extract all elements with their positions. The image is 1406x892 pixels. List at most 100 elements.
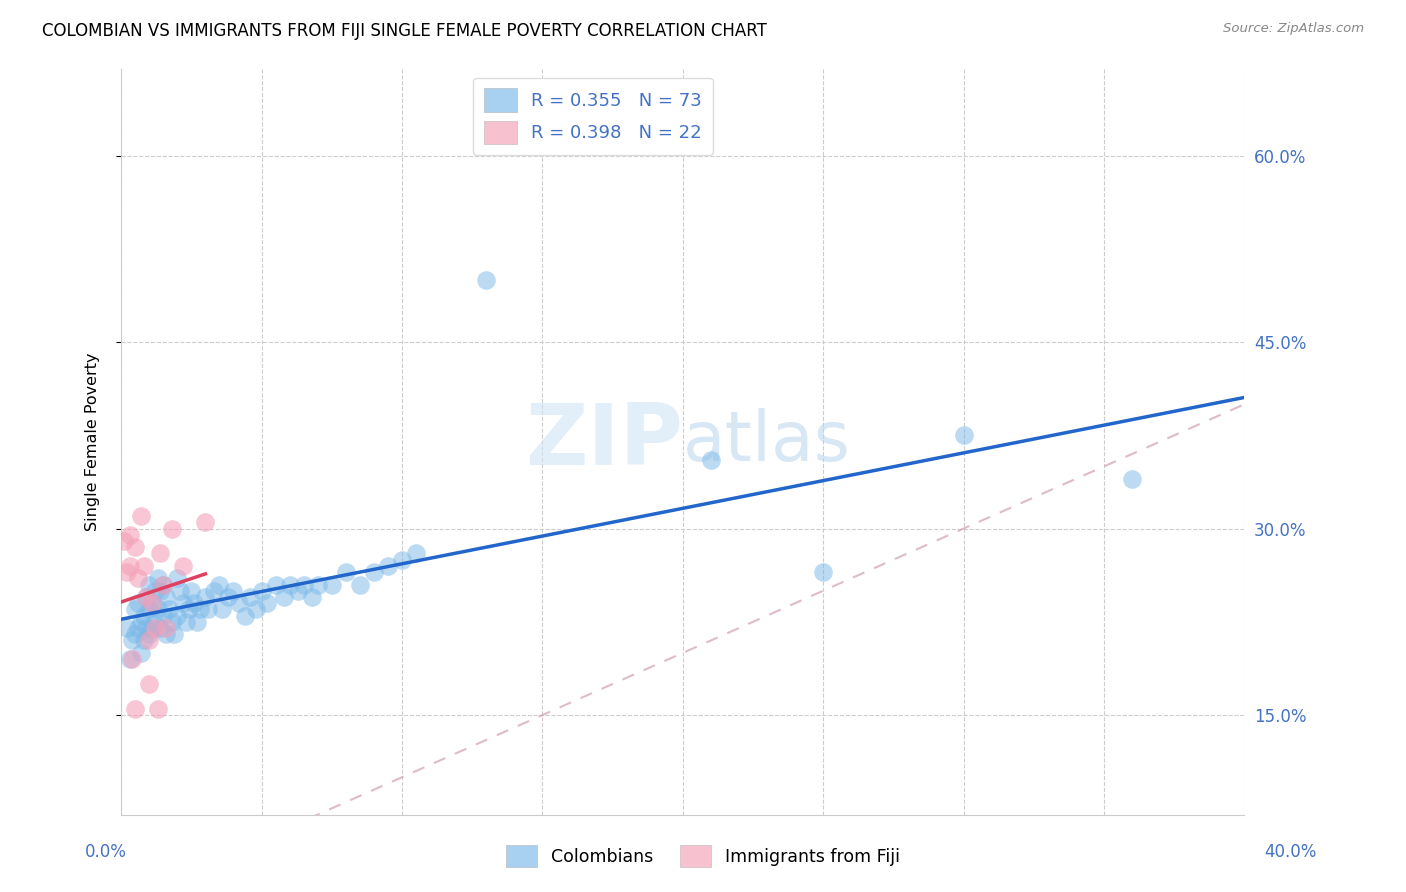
Point [152,577,174,591]
Point [132,558,155,573]
Y-axis label: Single Female Poverty: Single Female Poverty [86,352,100,531]
Point [197,602,219,616]
Text: 0.0%: 0.0% [84,843,127,861]
Point [135,621,157,635]
Point [475,273,498,287]
Text: ZIP: ZIP [524,400,683,483]
Point [149,621,172,635]
Point [127,596,149,610]
Point [155,590,177,604]
Point [129,509,152,524]
Point [307,577,329,591]
Point [700,453,723,467]
Point [138,633,160,648]
Point [141,621,163,635]
Point [118,558,141,573]
Point [141,596,163,610]
Point [292,577,315,591]
Point [138,602,160,616]
Point [143,583,166,598]
Point [146,602,169,616]
Point [211,602,233,616]
Point [124,540,146,554]
Point [194,516,217,530]
Point [118,652,141,666]
Point [245,602,267,616]
Point [115,621,138,635]
Point [188,602,211,616]
Point [202,583,225,598]
Point [124,702,146,716]
Point [194,590,217,604]
Point [138,577,160,591]
Point [811,565,834,579]
Point [186,615,208,629]
Point [155,627,177,641]
Point [135,590,157,604]
Point [278,577,301,591]
Point [129,646,152,660]
Point [146,702,169,716]
Point [118,528,141,542]
Point [183,596,205,610]
Point [149,583,172,598]
Point [155,621,177,635]
Point [172,596,194,610]
Point [166,608,188,623]
Point [273,590,295,604]
Point [391,552,413,566]
Point [301,590,323,604]
Point [115,565,138,579]
Point [138,627,160,641]
Point [112,534,135,549]
Point [157,602,180,616]
Point [129,615,152,629]
Text: atlas: atlas [683,408,851,475]
Point [143,621,166,635]
Point [321,577,343,591]
Point [180,583,202,598]
Point [172,558,194,573]
Point [141,596,163,610]
Point [177,602,200,616]
Point [132,608,155,623]
Point [169,583,191,598]
Point [124,627,146,641]
Point [121,652,143,666]
Point [239,590,262,604]
Legend: R = 0.355   N = 73, R = 0.398   N = 22: R = 0.355 N = 73, R = 0.398 N = 22 [474,78,713,154]
Point [363,565,385,579]
Point [160,522,183,536]
Point [143,615,166,629]
Point [217,590,239,604]
Point [264,577,287,591]
Legend: Colombians, Immigrants from Fiji: Colombians, Immigrants from Fiji [499,838,907,874]
Text: COLOMBIAN VS IMMIGRANTS FROM FIJI SINGLE FEMALE POVERTY CORRELATION CHART: COLOMBIAN VS IMMIGRANTS FROM FIJI SINGLE… [42,22,768,40]
Text: Source: ZipAtlas.com: Source: ZipAtlas.com [1223,22,1364,36]
Point [952,428,974,442]
Point [208,577,231,591]
Point [124,602,146,616]
Point [335,565,357,579]
Point [132,633,155,648]
Point [222,583,245,598]
Point [287,583,309,598]
Point [127,621,149,635]
Point [127,571,149,585]
Point [121,633,143,648]
Point [149,546,172,560]
Point [377,558,399,573]
Point [228,596,250,610]
Point [135,590,157,604]
Point [256,596,278,610]
Point [146,571,169,585]
Point [163,627,186,641]
Point [166,571,188,585]
Point [160,615,183,629]
Point [174,615,197,629]
Point [405,546,427,560]
Point [1121,472,1143,486]
Point [152,577,174,591]
Point [233,608,256,623]
Point [250,583,273,598]
